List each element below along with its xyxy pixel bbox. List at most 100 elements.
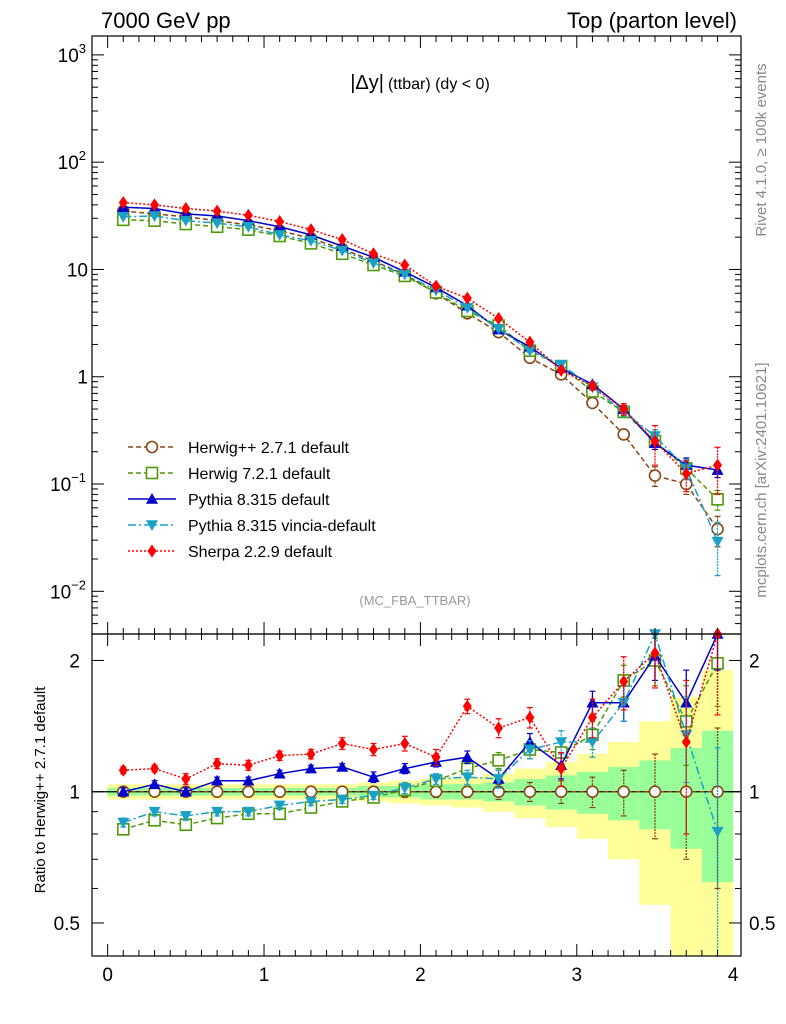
upper-point [275,214,285,228]
ratio-point [555,737,568,749]
upper-point [150,198,160,212]
x-tick-label: 3 [572,965,583,986]
upper-point [650,434,660,448]
legend-label: Sherpa 2.2.9 default [188,544,333,561]
legend-swatch-marker [145,440,159,454]
upper-point [148,211,161,222]
ratio-point [586,696,599,708]
x-tick-label: 1 [259,965,270,986]
ratio-point [179,785,192,797]
upper-point [619,402,629,416]
ratio-point [587,710,597,724]
legend-swatch-marker [146,493,158,504]
ratio-point [367,790,380,802]
ratio-point [586,785,599,799]
x-tick-label: 4 [728,965,739,986]
ratio-point [398,783,411,794]
upper-point [242,221,255,233]
legend-item: Herwig++ 2.7.1 default [128,440,350,457]
upper-point [494,311,504,325]
upper-point [243,208,253,222]
analysis-label: (MC_FBA_TTBAR) [359,593,470,608]
ratio-point [181,772,191,786]
ratio-point [461,751,474,762]
ratio-point [211,806,224,818]
upper-point [118,196,128,210]
legend-item: Sherpa 2.2.9 default [128,544,333,561]
upper-panel-series [116,196,724,577]
ratio-point [336,760,349,772]
ratio-point [306,747,316,761]
upper-point [681,467,691,481]
y-tick-label-upper: 10−2 [50,577,86,603]
upper-point [368,247,378,261]
upper-series [117,201,724,479]
x-tick-label: 2 [415,965,426,986]
upper-point [306,223,316,237]
ratio-panel-series [116,627,724,957]
legend-label: Pythia 8.315 vincia-default [188,518,376,535]
upper-point [336,245,349,257]
y-tick-label-ratio-right: 2 [749,651,760,672]
mcplots-label: mcplots.cern.ch [arXiv:2401.10621] [753,362,770,597]
upper-point [648,469,662,482]
upper-line [123,215,719,542]
upper-point [212,204,222,218]
legend: Herwig++ 2.7.1 default Herwig 7.2.1 defau… [128,440,376,561]
upper-point [462,291,472,305]
ratio-point [586,737,599,749]
ratio-point [711,826,724,838]
ratio-point [367,771,380,782]
upper-point [713,458,723,472]
ratio-point [148,806,161,818]
ratio-line [123,633,719,780]
legend-item: Pythia 8.315 vincia-default [128,518,376,535]
y-tick-label-upper: 1 [77,368,88,389]
upper-point [400,258,410,272]
legend-label: Herwig++ 2.7.1 default [188,440,350,457]
ratio-point [304,796,317,808]
ratio-point [273,800,286,812]
upper-point [304,235,317,247]
legend-item: Herwig 7.2.1 default [128,466,331,483]
legend-label: Herwig 7.2.1 default [188,466,331,483]
upper-line [123,219,719,500]
ratio-point [117,817,130,829]
upper-point [617,428,631,441]
ratio-point [648,785,662,799]
legend-swatch-marker [146,520,158,531]
ratio-point [242,806,255,818]
upper-point [586,396,599,410]
ratio-point [275,749,285,763]
upper-point [179,215,192,227]
ratio-point [492,774,505,785]
ratio-line [123,659,719,831]
upper-point [337,233,347,247]
ratio-point [525,710,535,724]
ratio-point [118,763,128,777]
ratio-point [617,785,631,799]
y-tick-label-ratio: 1 [69,783,80,804]
ratio-point [337,737,347,751]
ratio-point [398,762,411,774]
upper-point [117,211,130,223]
upper-series [118,196,723,496]
upper-point [431,279,441,293]
y-tick-label-ratio-right: 0.5 [749,914,775,935]
ratio-point [273,767,286,779]
y-tick-label-ratio: 0.5 [54,914,80,935]
upper-point [711,536,724,548]
ratio-series [118,627,723,835]
ratio-point [554,785,568,799]
y-tick-label-ratio-right: 1 [749,783,760,804]
y-tick-label-upper: 102 [58,148,86,174]
legend-swatch-marker [145,466,159,480]
upper-line [123,206,718,471]
ratio-axis-label: Ratio to Herwig++ 2.7.1 default [32,686,49,894]
ratio-point [243,758,253,772]
header-energy: 7000 GeV pp [101,8,231,33]
ratio-point [494,721,504,735]
ratio-point [430,774,443,785]
